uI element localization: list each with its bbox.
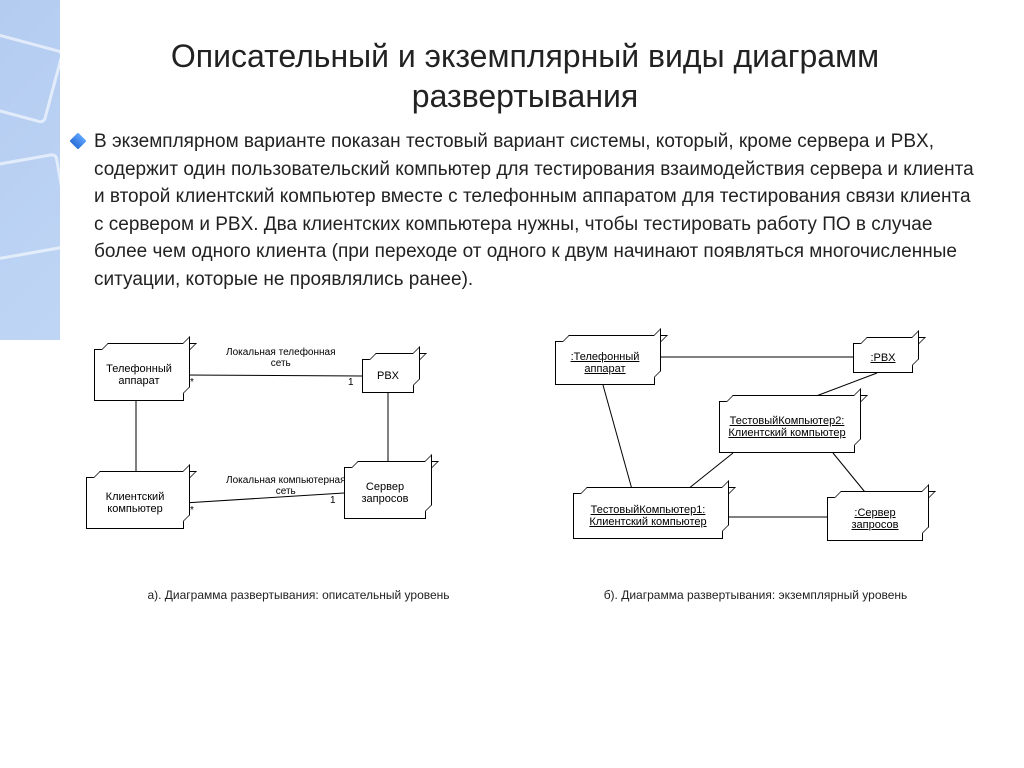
bullet-diamond-icon [70,133,87,150]
uml-node-pbx: PBX [362,359,414,393]
uml-node-pbx: :PBX [853,343,913,373]
diagram-row: Локальная телефоннаясеть Локальная компь… [72,309,978,609]
edge-label-phone-pbx: Локальная телефоннаясеть [226,347,336,369]
diagram-caption-left: a). Диаграмма развертывания: описательны… [76,588,521,604]
body-paragraph: В экземплярном варианте показан тестовый… [94,128,978,293]
diagram-caption-right: б). Диаграмма развертывания: экземплярны… [533,588,978,604]
diagram-descriptive: Локальная телефоннаясеть Локальная компь… [76,309,521,609]
page-title: Описательный и экземплярный виды диаграм… [72,36,978,116]
bullet-item: В экземплярном варианте показан тестовый… [72,128,978,293]
multiplicity-star: * [190,505,194,516]
uml-node-server: :Сервер запросов [827,497,923,541]
edge-label-client-server: Локальная компьютернаясеть [226,475,346,497]
diagram-instance: б). Диаграмма развертывания: экземплярны… [533,309,978,609]
slide-content: Описательный и экземплярный виды диаграм… [0,0,1024,609]
uml-node-test1: ТестовыйКомпьютер1: Клиентский компьютер [573,493,723,539]
multiplicity-star: * [190,377,194,388]
uml-node-test2: ТестовыйКомпьютер2: Клиентский компьютер [719,401,855,453]
uml-node-client: Клиентский компьютер [86,477,184,529]
uml-node-phone: Телефонный аппарат [94,349,184,401]
multiplicity-one: 1 [348,377,354,388]
uml-node-server: Сервер запросов [344,467,426,519]
multiplicity-one: 1 [330,495,336,506]
uml-node-phone: :Телефонный аппарат [555,341,655,385]
